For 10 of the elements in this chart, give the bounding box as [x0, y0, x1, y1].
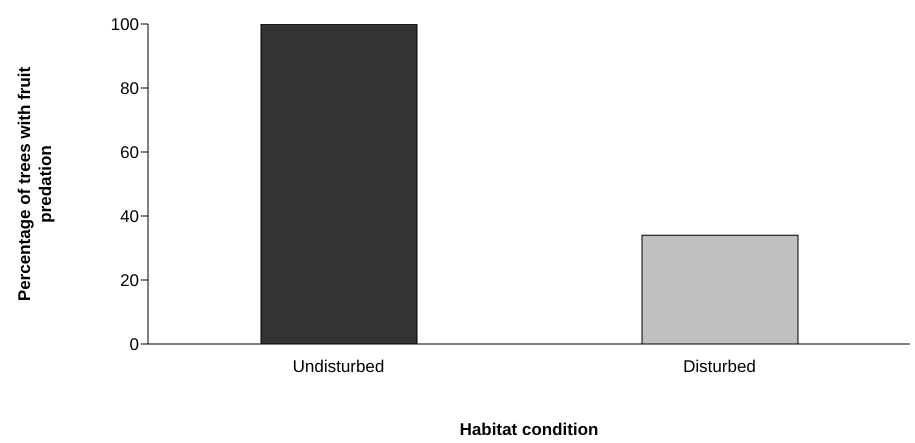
y-axis-title: Percentage of trees with fruit predation [15, 66, 55, 302]
y-tick-label: 60 [120, 143, 139, 162]
y-tick-label: 80 [120, 79, 139, 98]
y-tick-label: 40 [120, 207, 139, 226]
x-tick-label: Disturbed [683, 357, 756, 376]
y-tick-label: 0 [130, 335, 139, 354]
x-tick-label: Undisturbed [292, 357, 384, 376]
x-axis-title: Habitat condition [460, 420, 598, 439]
y-tick-label: 20 [120, 271, 139, 290]
y-tick-label: 100 [110, 15, 139, 34]
